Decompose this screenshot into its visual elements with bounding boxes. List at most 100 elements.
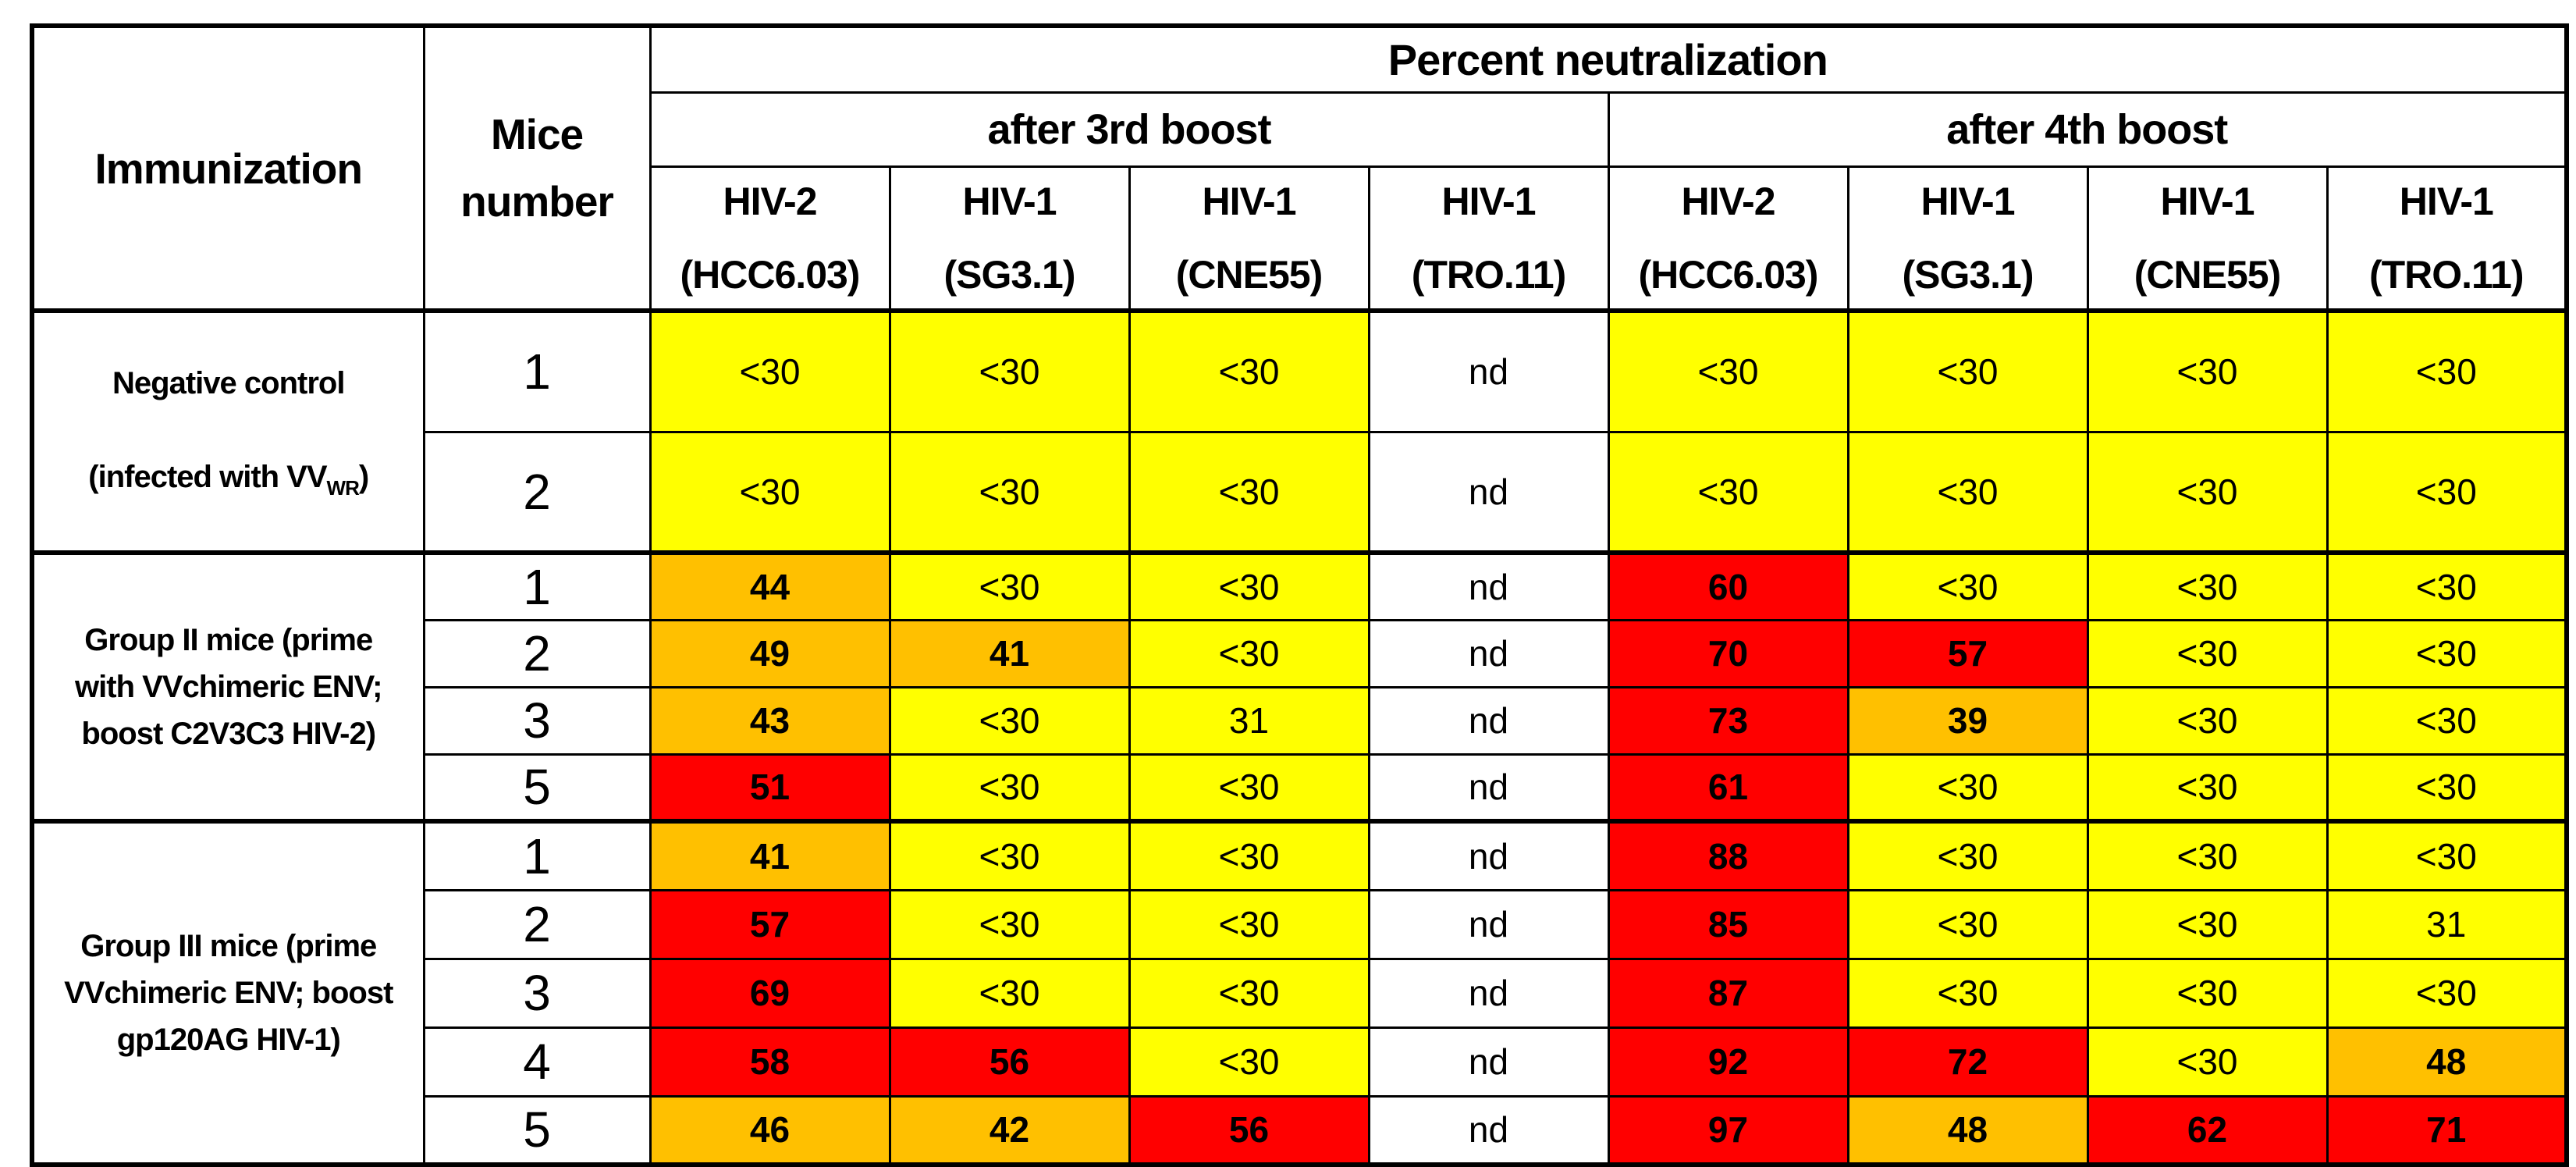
value-cell: 69 — [648, 957, 891, 1029]
value-cell: 44 — [648, 550, 891, 621]
value-cell: <30 — [1846, 753, 2089, 823]
table-row: 5 51 <30 <30 nd 61 <30 <30 <30 — [32, 753, 2568, 823]
virus-strain: (HCC6.03) — [680, 252, 861, 297]
value-cell: <30 — [1846, 550, 2089, 621]
value-cell: 41 — [648, 819, 891, 891]
after-3rd-boost-header: after 3rd boost — [648, 91, 1610, 168]
value-cell: 57 — [1846, 618, 2089, 688]
value-cell: <30 — [888, 819, 1131, 891]
value-cell: <30 — [1846, 819, 2089, 891]
value-cell: <30 — [2086, 1026, 2329, 1098]
value-cell: <30 — [1846, 430, 2089, 554]
value-cell: <30 — [1128, 957, 1370, 1029]
value-cell: <30 — [2086, 753, 2329, 823]
value-cell: nd — [1367, 1094, 1610, 1166]
value-cell: <30 — [1846, 308, 2089, 433]
value-cell: nd — [1367, 819, 1610, 891]
virus-strain: (CNE55) — [2134, 252, 2281, 297]
virus-name: HIV-1 — [962, 179, 1057, 223]
virus-header-hiv1-cne55-boost4: HIV-1 (CNE55) — [2086, 165, 2329, 313]
mouse-number-cell: 2 — [422, 618, 652, 688]
value-cell: <30 — [2326, 618, 2568, 688]
virus-name: HIV-2 — [1681, 179, 1775, 223]
table-row: 2 49 41 <30 nd 70 57 <30 <30 — [32, 618, 2568, 688]
virus-strain: (TRO.11) — [1411, 252, 1567, 297]
virus-name: HIV-1 — [1202, 179, 1296, 223]
value-cell: 57 — [648, 888, 891, 960]
value-cell: <30 — [1128, 888, 1370, 960]
table-row: 3 43 <30 31 nd 73 39 <30 <30 — [32, 685, 2568, 756]
value-cell: 92 — [1607, 1026, 1849, 1098]
value-cell: <30 — [1128, 550, 1370, 621]
value-cell: <30 — [2086, 618, 2329, 688]
value-cell: nd — [1367, 550, 1610, 621]
neutralization-table-figure: Immunization Mice number Percent neutral… — [30, 23, 2570, 1167]
group-label-group-iii: Group III mice (prime VVchimeric ENV; bo… — [30, 819, 425, 1166]
value-cell: <30 — [2086, 957, 2329, 1029]
virus-name: HIV-2 — [723, 179, 817, 223]
virus-strain: (HCC6.03) — [1638, 252, 1819, 297]
value-cell: nd — [1367, 685, 1610, 756]
value-cell: 41 — [888, 618, 1131, 688]
value-cell: <30 — [1128, 618, 1370, 688]
value-cell: <30 — [2326, 685, 2568, 756]
table-row: Group III mice (prime VVchimeric ENV; bo… — [30, 819, 2568, 1166]
table-row: 2 <30 <30 <30 nd <30 <30 <30 <30 — [32, 430, 2568, 554]
virus-name: HIV-1 — [1441, 179, 1536, 223]
mouse-number-cell: 2 — [422, 888, 652, 960]
table-row: Group II mice (prime with VVchimeric ENV… — [30, 550, 2568, 823]
mouse-number-cell: 1 — [422, 308, 652, 433]
value-cell: 46 — [648, 1094, 891, 1166]
virus-header-hiv1-sg31-boost4: HIV-1 (SG3.1) — [1846, 165, 2089, 313]
table-row: 2 57 <30 <30 nd 85 <30 <30 31 — [32, 888, 2568, 960]
value-cell: <30 — [2326, 819, 2568, 891]
value-cell: <30 — [888, 888, 1131, 960]
value-cell: 72 — [1846, 1026, 2089, 1098]
virus-name: HIV-1 — [2160, 179, 2254, 223]
value-cell: 58 — [648, 1026, 891, 1098]
value-cell: nd — [1367, 753, 1610, 823]
value-cell: 56 — [888, 1026, 1131, 1098]
value-cell: <30 — [2326, 753, 2568, 823]
percent-neutralization-header: Percent neutralization — [648, 24, 2568, 94]
value-cell: 43 — [648, 685, 891, 756]
value-cell: <30 — [1607, 308, 1849, 433]
value-cell: nd — [1367, 308, 1610, 433]
value-cell: nd — [1367, 430, 1610, 554]
table-header-row-2: after 3rd boost after 4th boost — [32, 91, 2568, 168]
table-header-row-3: HIV-2 (HCC6.03) HIV-1 (SG3.1) HIV-1 (CNE… — [32, 165, 2568, 313]
mouse-number-cell: 4 — [422, 1026, 652, 1098]
virus-strain: (SG3.1) — [1902, 252, 2034, 297]
value-cell: <30 — [2086, 308, 2329, 433]
value-cell: 60 — [1607, 550, 1849, 621]
value-cell: <30 — [1128, 1026, 1370, 1098]
subscript-wr: WR — [326, 476, 360, 500]
value-cell: <30 — [2086, 550, 2329, 621]
virus-strain: (SG3.1) — [943, 252, 1075, 297]
value-cell: <30 — [648, 430, 891, 554]
virus-strain: (TRO.11) — [2368, 252, 2524, 297]
value-cell: 56 — [1128, 1094, 1370, 1166]
value-cell: 73 — [1607, 685, 1849, 756]
value-cell: <30 — [1846, 957, 2089, 1029]
value-cell: 87 — [1607, 957, 1849, 1029]
virus-header-hiv2-hcc603-boost3: HIV-2 (HCC6.03) — [648, 165, 891, 313]
mice-number-column-header: Mice number — [422, 24, 652, 313]
virus-header-hiv1-cne55-boost3: HIV-1 (CNE55) — [1128, 165, 1370, 313]
group-label-negative-control: Negative control (infected with VVWR) — [30, 308, 425, 554]
value-cell: <30 — [1128, 430, 1370, 554]
value-cell: <30 — [888, 957, 1131, 1029]
table-header-row-1: Immunization Mice number Percent neutral… — [30, 24, 2568, 313]
value-cell: <30 — [888, 550, 1131, 621]
value-cell: 61 — [1607, 753, 1849, 823]
table-row: Negative control (infected with VVWR) 1 … — [30, 308, 2568, 554]
value-cell: nd — [1367, 1026, 1610, 1098]
value-cell: <30 — [2326, 550, 2568, 621]
value-cell: 71 — [2326, 1094, 2568, 1166]
virus-header-hiv1-sg31-boost3: HIV-1 (SG3.1) — [888, 165, 1131, 313]
value-cell: 49 — [648, 618, 891, 688]
group-label-line1: Negative control — [112, 366, 345, 400]
value-cell: <30 — [2326, 308, 2568, 433]
value-cell: 88 — [1607, 819, 1849, 891]
virus-name: HIV-1 — [1920, 179, 2015, 223]
